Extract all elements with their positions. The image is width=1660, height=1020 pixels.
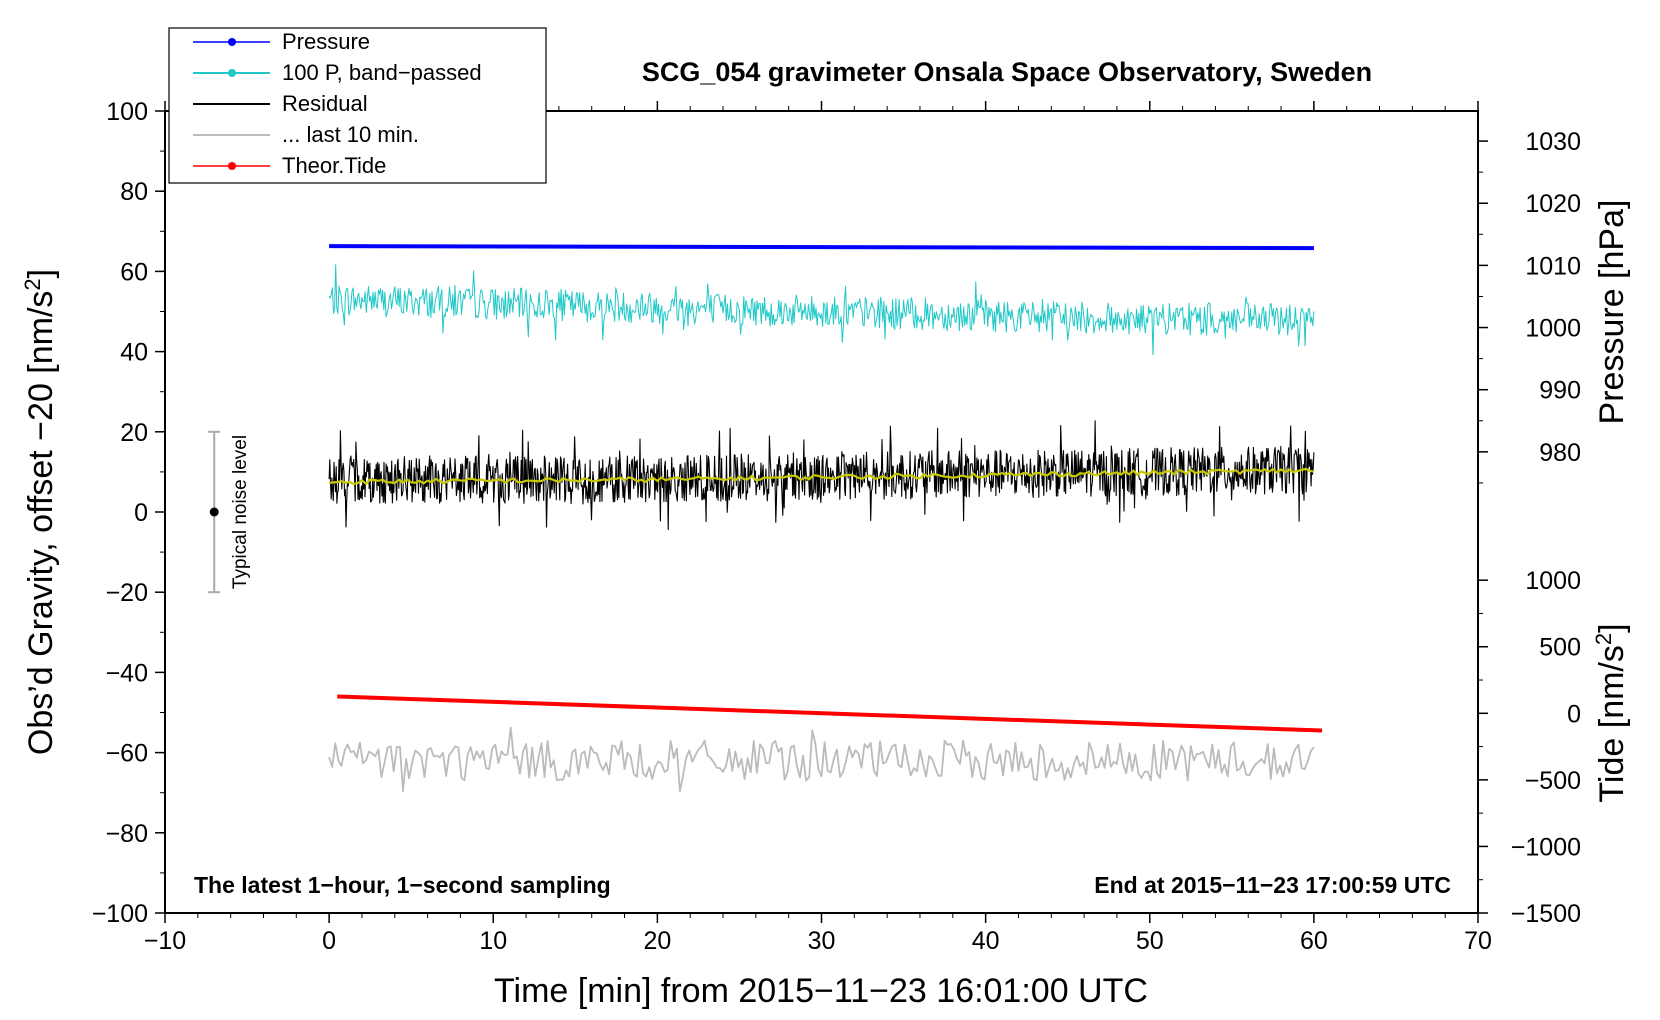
x-tick-label: −10 xyxy=(144,927,186,955)
y-tick-label: 40 xyxy=(120,339,148,367)
pressure-tick-label: 990 xyxy=(1539,377,1581,405)
legend: Pressure 100 P, band−passed Residual ... la… xyxy=(168,27,547,184)
tide-axis-title: Tide [nm/s2] xyxy=(1591,623,1632,802)
x-tick-label: 50 xyxy=(1136,927,1164,955)
y-tick-label: −60 xyxy=(106,740,148,768)
tide-tick-label: 500 xyxy=(1539,634,1581,662)
x-tick-label: 10 xyxy=(479,927,507,955)
series-layer xyxy=(328,244,1323,793)
x-tick-label: 40 xyxy=(972,927,1000,955)
y-axis-left-title-sup: 2 xyxy=(20,278,45,290)
legend-box xyxy=(168,27,547,184)
annotation-sampling: The latest 1−hour, 1−second sampling xyxy=(194,872,611,898)
y-tick-label: 0 xyxy=(134,499,148,527)
tide-axis-title-close: ] xyxy=(1593,623,1631,632)
y-tick-label: 100 xyxy=(106,98,148,126)
x-tick-label: 70 xyxy=(1464,927,1492,955)
pressure-tick-label: 1010 xyxy=(1525,252,1581,280)
y-tick-label: −40 xyxy=(106,659,148,687)
tide-tick-label: −1500 xyxy=(1511,900,1581,928)
noise-bar-label: Typical noise level xyxy=(230,435,251,589)
y-axis-left-title: Obs’d Gravity, offset −20 [nm/s2] xyxy=(20,269,61,755)
y-axis-left-title-text: Obs’d Gravity, offset −20 [nm/s xyxy=(22,291,60,756)
y-tick-label: −100 xyxy=(92,900,148,928)
legend-marker xyxy=(228,162,236,170)
ticks-layer: −10 0 10 20 30 40 50 60 70100806040200−20−40−60−… xyxy=(92,98,1581,955)
pressure-tick-label: 1030 xyxy=(1525,128,1581,156)
smoothed-residual-line xyxy=(329,467,1315,486)
series-line xyxy=(328,264,1315,356)
legend-label: Pressure xyxy=(282,29,370,54)
x-tick-label: 30 xyxy=(808,927,836,955)
legend-label: 100 P, band−passed xyxy=(282,60,482,85)
tide-tick-label: −1000 xyxy=(1511,833,1581,861)
x-tick-label: 60 xyxy=(1300,927,1328,955)
y-tick-label: 60 xyxy=(120,258,148,286)
legend-items: Pressure 100 P, band−passed Residual ... la… xyxy=(193,29,482,178)
y-axis-left-title-close: ] xyxy=(22,269,60,278)
x-tick-label: 0 xyxy=(322,927,336,955)
annotation-end-time: End at 2015−11−23 17:00:59 UTC xyxy=(1094,872,1451,898)
y-tick-label: −20 xyxy=(106,579,148,607)
tide-tick-label: 1000 xyxy=(1525,567,1581,595)
noise-bar-point xyxy=(209,507,219,517)
pressure-tick-label: 1020 xyxy=(1525,190,1581,218)
x-axis-title: Time [min] from 2015−11−23 16:01:00 UTC xyxy=(494,972,1148,1010)
plot-area: Typical noise level xyxy=(164,110,1479,914)
series-line xyxy=(337,694,1323,733)
tide-axis-title-sup: 2 xyxy=(1591,633,1616,645)
legend-label: Residual xyxy=(282,91,368,116)
chart-title: SCG_054 gravimeter Onsala Space Observat… xyxy=(642,57,1372,87)
x-tick-label: 20 xyxy=(643,927,671,955)
legend-marker xyxy=(228,38,236,46)
y-tick-label: 20 xyxy=(120,419,148,447)
tide-tick-label: −500 xyxy=(1525,767,1581,795)
plot-frame xyxy=(164,110,1479,914)
tide-axis-title-text: Tide [nm/s xyxy=(1593,645,1631,802)
legend-label: ... last 10 min. xyxy=(282,122,419,147)
legend-marker xyxy=(228,69,236,77)
pressure-axis-title: Pressure [hPa] xyxy=(1593,200,1631,425)
pressure-tick-label: 980 xyxy=(1539,439,1581,467)
pressure-tick-label: 1000 xyxy=(1525,315,1581,343)
y-tick-label: 80 xyxy=(120,178,148,206)
series-line xyxy=(328,726,1315,793)
noise-level-bar: Typical noise level xyxy=(208,430,251,594)
tide-tick-label: 0 xyxy=(1567,700,1581,728)
series-line xyxy=(328,420,1315,531)
series-line xyxy=(329,244,1314,251)
y-tick-label: −80 xyxy=(106,820,148,848)
legend-label: Theor.Tide xyxy=(282,153,386,178)
